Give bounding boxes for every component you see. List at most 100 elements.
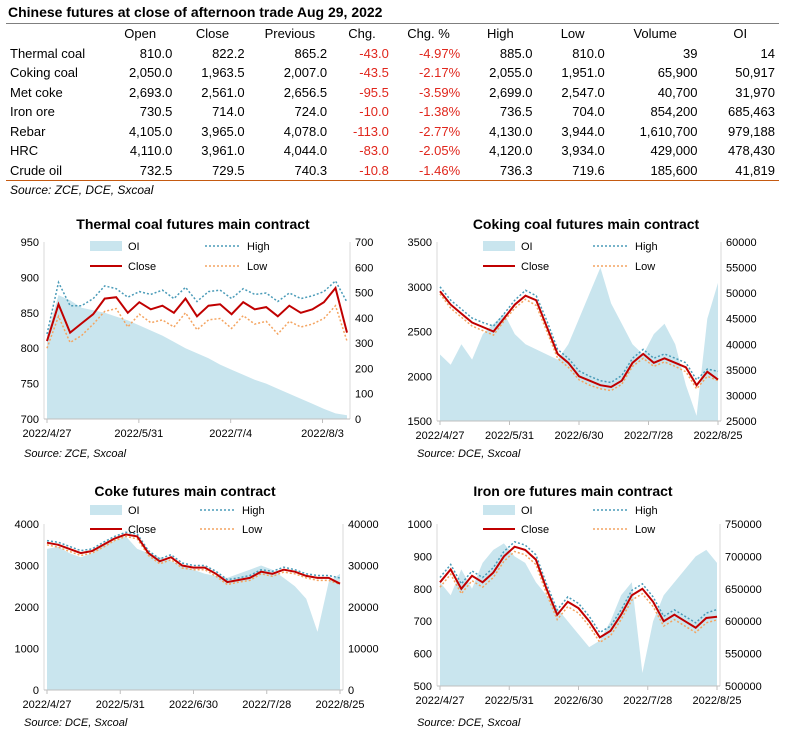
table-cell: 4,130.0 [489, 123, 533, 139]
table-row: Met coke 2,693.0 2,561.0 2,656.5 -95.5 -3.59%… [6, 83, 779, 103]
legend-close-label: Close [128, 261, 156, 273]
y-left-tick-label: 700 [414, 616, 432, 628]
y-left-tick-label: 2500 [408, 327, 432, 339]
table-cell: 2,561.0 [201, 84, 245, 100]
y-right-tick-label: 650000 [725, 584, 762, 596]
table-cell: 732.5 [139, 162, 173, 178]
high-line-series [439, 540, 718, 634]
legend-low-label: Low [635, 261, 655, 273]
column-header: Volume [633, 26, 677, 42]
coking-coal-chart: Coking coal futures main contract 3500 300… [408, 216, 757, 460]
close-line-series [46, 285, 348, 342]
y-right-tick-label: 100 [355, 389, 373, 401]
high-line-series [46, 531, 341, 581]
y-right-tick-label: 30000 [726, 390, 757, 402]
y-left-tick-label: 500 [414, 681, 432, 693]
y-right-tick-label: 700000 [725, 551, 762, 563]
x-tick-label: 2022/4/27 [416, 430, 465, 442]
legend-oi-swatch [90, 241, 122, 251]
x-tick-label: 2022/7/28 [624, 430, 673, 442]
table-cell: -2.17% [418, 65, 461, 81]
chart-title: Coking coal futures main contract [473, 216, 700, 232]
table-cell: -1.38% [418, 104, 461, 120]
y-right-tick-label: 20000 [348, 602, 379, 614]
table-cell: 2,007.0 [283, 65, 328, 81]
y-right-tick-label: 400 [355, 313, 373, 325]
table-cell: 865.2 [294, 45, 328, 61]
y-left-tick-label: 4000 [15, 519, 39, 531]
table-cell: 729.5 [212, 162, 245, 178]
y-left-tick-label: 2000 [15, 602, 39, 614]
y-right-tick-label: 600 [355, 262, 373, 274]
table-cell: -83.0 [359, 143, 389, 159]
x-tick-label: 2022/8/3 [301, 428, 344, 440]
y-left-tick-label: 1000 [15, 644, 39, 656]
table-row: Rebar 4,105.0 3,965.0 4,078.0 -113.0 -2.77% 4,… [6, 122, 779, 142]
y-right-tick-label: 30000 [348, 561, 379, 573]
row-label: HRC [10, 143, 39, 159]
table-cell: 4,110.0 [129, 143, 173, 159]
y-right-tick-label: 10000 [348, 644, 379, 656]
y-right-tick-label: 0 [348, 685, 354, 697]
x-tick-label: 2022/8/25 [694, 430, 743, 442]
oi-area-series [47, 295, 347, 419]
column-header: Chg. % [407, 26, 450, 42]
table-cell: -113.0 [352, 123, 389, 139]
legend-oi-swatch [483, 241, 515, 251]
table-cell: 822.2 [212, 45, 245, 61]
x-tick-label: 2022/7/4 [209, 428, 252, 440]
legend-close-label: Close [521, 524, 549, 536]
x-tick-label: 2022/6/30 [555, 430, 604, 442]
table-top-rule [6, 23, 779, 24]
table-cell: -43.0 [359, 45, 389, 61]
table-cell: -2.77% [418, 123, 461, 139]
y-right-tick-label: 300 [355, 338, 373, 350]
table-row: Crude oil 732.5 729.5 740.3 -10.8 -1.46% 736.3… [6, 161, 779, 181]
table-row: Iron ore 730.5 714.0 724.0 -10.0 -1.38% 736.5 7… [6, 102, 779, 122]
legend-low-label: Low [635, 524, 655, 536]
legend-oi-label: OI [128, 505, 140, 517]
table-cell: 3,965.0 [201, 123, 245, 139]
x-tick-label: 2022/4/27 [23, 428, 72, 440]
legend-high-label: High [242, 505, 265, 517]
x-tick-label: 2022/7/28 [623, 695, 672, 707]
table-cell: -3.59% [418, 84, 461, 100]
y-left-tick-label: 3000 [15, 561, 39, 573]
table-cell: 724.0 [294, 104, 328, 120]
table-source: Source: ZCE, DCE, Sxcoal [10, 183, 154, 197]
y-left-tick-label: 800 [414, 584, 432, 596]
table-cell: -4.97% [418, 45, 461, 61]
y-left-tick-label: 0 [33, 685, 39, 697]
table-cell: 979,188 [728, 123, 775, 139]
row-label: Crude oil [10, 162, 63, 178]
y-left-tick-label: 3000 [408, 282, 432, 294]
legend-high-label: High [247, 241, 270, 253]
chart-source: Source: ZCE, Sxcoal [24, 448, 127, 460]
table-cell: 4,120.0 [489, 143, 533, 159]
table-cell: 3,934.0 [561, 143, 605, 159]
table-cell: 2,055.0 [489, 65, 533, 81]
table-cell: 3,944.0 [561, 123, 605, 139]
y-right-tick-label: 200 [355, 363, 373, 375]
legend-close-label: Close [521, 261, 549, 273]
x-tick-label: 2022/4/27 [23, 699, 72, 711]
legend-high-label: High [635, 241, 658, 253]
table-cell: -43.5 [359, 65, 389, 81]
legend-low-label: Low [247, 261, 267, 273]
table-cell: 65,900 [657, 65, 698, 81]
y-left-tick-label: 1500 [408, 416, 432, 428]
table-cell: 885.0 [499, 45, 533, 61]
column-header: High [486, 26, 514, 42]
y-right-tick-label: 40000 [348, 519, 379, 531]
high-line-series [439, 286, 719, 384]
y-left-tick-label: 800 [21, 343, 39, 355]
row-label: Met coke [10, 84, 63, 100]
low-line-series [439, 550, 718, 644]
table-cell: 719.6 [572, 162, 605, 178]
column-header: Open [124, 26, 157, 42]
x-tick-label: 2022/5/31 [114, 428, 163, 440]
close-line-series [439, 545, 718, 639]
table-cell: 736.5 [499, 104, 533, 120]
chart-source: Source: DCE, Sxcoal [417, 448, 521, 460]
y-right-tick-label: 35000 [726, 365, 757, 377]
